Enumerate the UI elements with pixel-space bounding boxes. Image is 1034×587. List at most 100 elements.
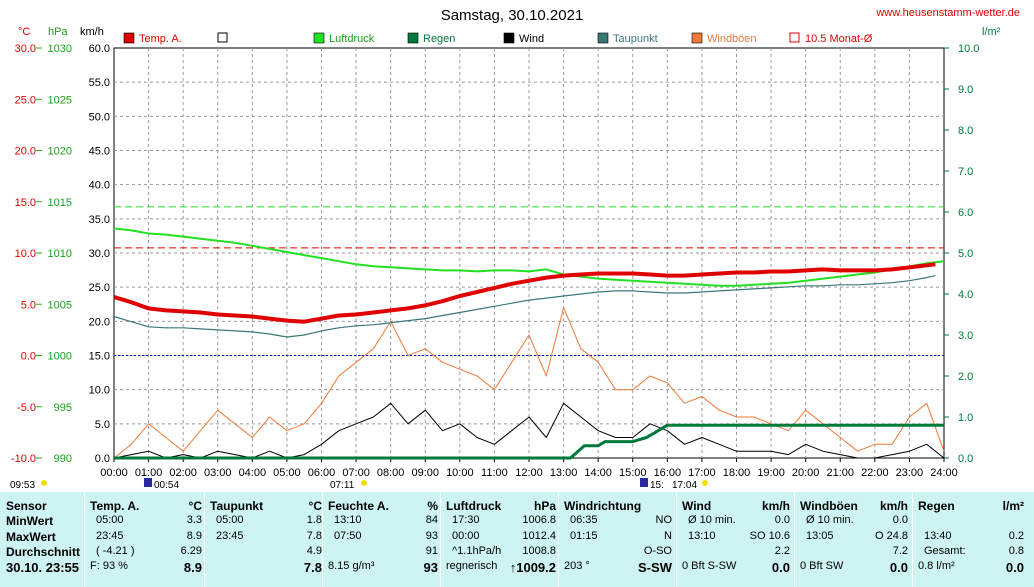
press-tick-label: 990 [54, 453, 72, 465]
gust-footer-label: 0 Bft SW [800, 560, 844, 572]
hum-footer-label: 8.15 g/m³ [328, 560, 375, 572]
press-tick-label: 1015 [48, 197, 72, 209]
x-tick-label: 07:00 [342, 467, 370, 479]
moonset-icon [640, 478, 648, 487]
press-unit: hPa [533, 499, 556, 513]
wind-tick-label: 50.0 [89, 111, 110, 123]
dew-row-time: 05:00 [216, 514, 244, 526]
press-footer-value: ↑1009.2 [509, 560, 556, 575]
legend-label: Luftdruck [329, 33, 375, 45]
dew-row-value: 4.9 [306, 545, 322, 557]
dew-header: Taupunkt [210, 499, 264, 513]
press-footer-label: regnerisch [446, 560, 498, 572]
wind-row-time: 13:10 [688, 530, 716, 542]
x-tick-label: 04:00 [239, 467, 267, 479]
press-row-time: 17:30 [452, 514, 480, 526]
page-title: Samstag, 30.10.2021 [441, 7, 584, 24]
x-tick-label: 23:00 [896, 467, 924, 479]
press-tick-label: 1005 [48, 299, 72, 311]
wind-footer-label: 0 Bft S-SW [682, 560, 737, 572]
dew-row-value: 1.8 [306, 514, 322, 526]
rain-tick-label: 2.0 [958, 371, 973, 383]
series-line-temp-a- [113, 262, 936, 324]
x-tick-label: 22:00 [861, 467, 889, 479]
gust-row-time: Ø 10 min. [806, 514, 854, 526]
dew-row-time: 23:45 [216, 530, 244, 542]
rain-footer-label: 0.8 l/m² [918, 560, 955, 572]
rain-tick-label: 3.0 [958, 330, 973, 342]
x-tick-label: 06:00 [308, 467, 336, 479]
temp-tick-label: 0.0 [21, 351, 36, 363]
temp-footer-label: F: 93 % [90, 560, 128, 572]
rain-header: Regen [918, 499, 955, 513]
temp-tick-label: -10.0 [11, 453, 36, 465]
dir-row-value: NO [655, 514, 673, 526]
press-row-value: 1006.8 [522, 514, 556, 526]
wind-tick-label: 35.0 [89, 214, 110, 226]
press-row-value: 1008.8 [522, 545, 556, 557]
legend-swatch [503, 32, 515, 44]
wind-tick-label: 55.0 [89, 77, 110, 89]
x-tick-label: 03:00 [204, 467, 232, 479]
x-tick-label: 08:00 [377, 467, 405, 479]
dir-row-time: 06:35 [570, 514, 598, 526]
temp-tick-label: 5.0 [21, 299, 36, 311]
legend-label: Taupunkt [613, 33, 658, 45]
wind-tick-label: 10.0 [89, 385, 110, 397]
temp-unit: °C [18, 26, 30, 38]
x-tick-label: 01:00 [135, 467, 163, 479]
weather-chart: 30.0 25.0 20.0 15.0 10.0 5.0 0.0 -5.0 -10.0 1030 1… [10, 7, 1020, 491]
hum-unit: % [427, 499, 438, 513]
sensor-row-label: Durchschnitt [6, 545, 81, 559]
rain-unit: l/m² [1002, 499, 1024, 513]
dir-row-value: N [664, 530, 672, 542]
temp-tick-label: 20.0 [15, 146, 36, 158]
temp-tick-label: 30.0 [15, 43, 36, 55]
wind-row-value: 2.2 [774, 545, 790, 557]
rain-tick-label: 0.0 [958, 453, 973, 465]
series-line-windb-en [113, 307, 945, 459]
gust-row-value: O 24.8 [874, 530, 908, 542]
x-tick-label: 15:00 [619, 467, 647, 479]
sunset-icon [702, 480, 708, 486]
rain-row-value: 0.2 [1008, 530, 1024, 542]
gust-row-value: 0.0 [892, 514, 908, 526]
dew-footer-value: 7.8 [303, 560, 322, 575]
dir-footer-label: 203 ° [564, 560, 590, 572]
wind-tick-label: 5.0 [95, 419, 110, 431]
sensor-footer: 30.10. 23:55 [6, 560, 80, 575]
stats-table: Sensor MinWert MaxWert Durchschnitt 30.10. 2… [0, 492, 1034, 587]
wind-row-value: 0.0 [774, 514, 790, 526]
wind-tick-label: 30.0 [89, 248, 110, 260]
hum-header: Feuchte A. [328, 499, 389, 513]
wind-tick-label: 15.0 [89, 351, 110, 363]
dir-footer-value: S-SW [638, 560, 672, 575]
moonrise-icon [144, 478, 152, 487]
temp-row-value: 3.3 [186, 514, 202, 526]
series-line-regen [114, 423, 944, 460]
temp-tick-label: 15.0 [15, 197, 36, 209]
legend-swatch [407, 32, 419, 44]
legend-swatch [217, 32, 228, 43]
wind-tick-label: 20.0 [89, 316, 110, 328]
x-tick-label: 05:00 [273, 467, 301, 479]
x-tick-label: 18:00 [723, 467, 751, 479]
left-sun-icon [41, 480, 47, 486]
sensor-header: Sensor [6, 499, 47, 513]
sensor-row-label: MaxWert [6, 530, 56, 544]
rain-tick-label: 6.0 [958, 207, 973, 219]
gust-unit: km/h [879, 499, 908, 513]
table-col-divider [84, 492, 86, 587]
hum-row-value: 91 [425, 545, 438, 557]
x-tick-label: 11:00 [481, 467, 508, 479]
x-tick-label: 24:00 [930, 467, 958, 479]
temp-row-time: 05:00 [96, 514, 124, 526]
rain-tick-label: 9.0 [958, 84, 973, 96]
press-tick-label: 995 [54, 402, 72, 414]
x-tick-label: 12:00 [515, 467, 543, 479]
legend-label: 10.5 Monat-Ø [805, 33, 873, 45]
rain-row-value: 0.8 [1008, 545, 1024, 557]
gust-row-value: 7.2 [892, 545, 908, 557]
press-tick-label: 1025 [48, 94, 72, 106]
rain-row-time: Gesamt: [924, 545, 966, 557]
